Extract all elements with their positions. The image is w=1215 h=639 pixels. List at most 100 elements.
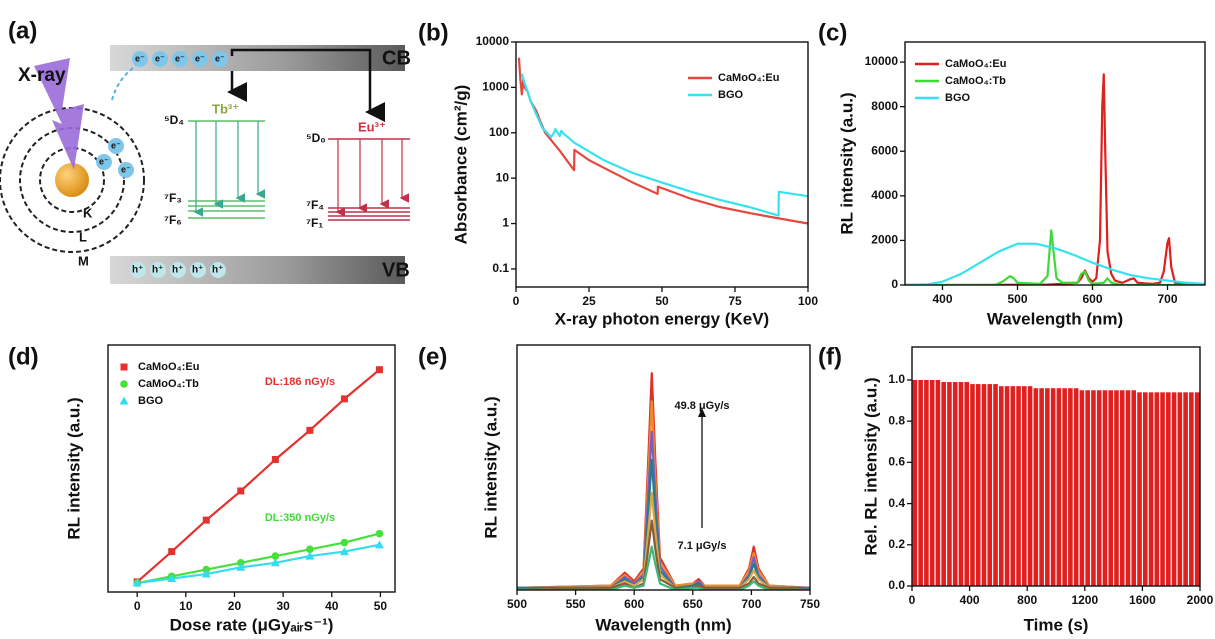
band-label: CB bbox=[382, 47, 411, 69]
ion-label: Eu³⁺ bbox=[358, 119, 386, 134]
panel-label: (d) bbox=[8, 343, 39, 370]
eu-level-labels: ⁵D₀ ⁷F₄ ⁷F₁ bbox=[306, 131, 326, 230]
x-tick-label: 25 bbox=[582, 294, 596, 308]
plot-area bbox=[912, 379, 1200, 586]
hole: h⁺ bbox=[212, 265, 223, 276]
pulse-bar bbox=[1125, 390, 1131, 586]
x-tick-label: 500 bbox=[1007, 292, 1027, 306]
panel-label: (a) bbox=[8, 17, 37, 44]
y-tick-label: 10000 bbox=[865, 54, 899, 68]
x-tick-label: 100 bbox=[798, 294, 818, 308]
data-point bbox=[168, 548, 176, 556]
plot-area bbox=[517, 57, 808, 225]
pulse-bar bbox=[1079, 390, 1085, 586]
y-axis-label: RL intensity (a.u.) bbox=[837, 92, 856, 234]
x-tick-label: 700 bbox=[741, 597, 761, 611]
panel-label: (b) bbox=[418, 19, 449, 46]
data-point bbox=[271, 552, 280, 560]
panel-label: (c) bbox=[818, 19, 847, 46]
x-tick-label: 750 bbox=[800, 597, 820, 611]
eu-levels bbox=[328, 138, 410, 221]
x-axis-label: X-ray photon energy (KeV) bbox=[555, 309, 769, 328]
data-point bbox=[270, 558, 280, 567]
y-tick-label: 2000 bbox=[871, 233, 898, 247]
pulse-bar bbox=[1108, 390, 1114, 586]
plot-area bbox=[905, 73, 1205, 285]
pulse-bar bbox=[1004, 386, 1010, 586]
series-line bbox=[905, 73, 1205, 285]
plot-frame bbox=[107, 344, 396, 593]
pulse-bar bbox=[1062, 388, 1067, 586]
x-tick-label: 500 bbox=[507, 597, 527, 611]
x-tick-label: 400 bbox=[932, 292, 952, 306]
pulse-bar bbox=[1027, 386, 1033, 586]
chart-panel: (c) Wavelength (nm) RL intensity (a.u.) 400… bbox=[818, 19, 1206, 328]
y-tick-label: 0.8 bbox=[888, 413, 905, 427]
pulse-bar bbox=[941, 382, 946, 586]
pulse-bar bbox=[958, 382, 964, 586]
shell-label: K bbox=[83, 205, 93, 220]
data-point bbox=[374, 540, 384, 549]
pulse-bar bbox=[1039, 388, 1044, 586]
data-point bbox=[305, 551, 315, 560]
shell-label: M bbox=[78, 253, 89, 268]
chart-panel: (d) Dose rate (μGyₐᵢᵣs⁻¹) RL intensity (a.… bbox=[8, 343, 396, 634]
pulse-bar bbox=[1142, 392, 1148, 586]
x-tick-label: 0 bbox=[134, 599, 141, 613]
data-point bbox=[306, 426, 314, 434]
data-point bbox=[375, 366, 383, 374]
eu-transitions bbox=[335, 139, 410, 217]
series-line bbox=[520, 73, 808, 217]
pulse-bar bbox=[998, 386, 1004, 586]
hole: h⁺ bbox=[192, 265, 203, 276]
x-tick-label: 40 bbox=[325, 599, 339, 613]
pulse-bar bbox=[947, 382, 952, 586]
x-tick-label: 600 bbox=[1082, 292, 1102, 306]
level-label: ⁵D₄ bbox=[164, 113, 184, 127]
legend-label: CaMoO₄:Eu bbox=[138, 361, 199, 373]
y-tick-label: 0 bbox=[891, 277, 898, 291]
data-point bbox=[306, 545, 314, 554]
tb-level-labels: ⁵D₄ ⁷F₃ ⁷F₆ bbox=[164, 113, 184, 227]
x-tick-label: 2000 bbox=[1187, 593, 1214, 607]
escape-path bbox=[111, 65, 137, 101]
data-point bbox=[202, 516, 210, 524]
y-tick-label: 1000 bbox=[482, 80, 509, 94]
annotation: 49.8 μGy/s bbox=[674, 400, 729, 412]
y-tick-label: 0.6 bbox=[888, 455, 905, 469]
pulse-bar bbox=[1016, 386, 1021, 586]
pulse-bar bbox=[1091, 390, 1096, 586]
electron: e⁻ bbox=[135, 53, 145, 63]
pulse-bar bbox=[1056, 388, 1062, 586]
pulse-bar bbox=[981, 384, 987, 586]
y-tick-label: 0.0 bbox=[888, 578, 905, 592]
y-tick-label: 6000 bbox=[871, 143, 898, 157]
pulse-bar bbox=[1166, 392, 1171, 586]
tb-levels bbox=[188, 120, 265, 219]
panel-label: (e) bbox=[418, 343, 447, 370]
level-label: ⁷F₆ bbox=[164, 213, 182, 227]
y-axis-label: RL intensity (a.u.) bbox=[481, 396, 500, 538]
series-line bbox=[517, 400, 810, 589]
pulse-bar bbox=[1183, 392, 1188, 586]
x-axis-label: Wavelength (nm) bbox=[595, 615, 731, 634]
pulse-bar bbox=[1119, 390, 1125, 586]
x-tick-label: 10 bbox=[179, 599, 193, 613]
x-tick-label: 400 bbox=[960, 593, 980, 607]
pulse-bar bbox=[1131, 390, 1137, 586]
y-tick-label: 1 bbox=[502, 216, 509, 230]
legend-label: BGO bbox=[945, 92, 971, 104]
level-label: ⁵D₀ bbox=[306, 131, 326, 145]
data-point bbox=[271, 456, 279, 464]
x-tick-label: 1600 bbox=[1129, 593, 1156, 607]
ion-label: Tb³⁺ bbox=[212, 101, 239, 116]
pulse-bar bbox=[993, 384, 998, 586]
panel-label: (f) bbox=[818, 343, 842, 370]
plot-area bbox=[136, 368, 381, 585]
x-tick-label: 600 bbox=[624, 597, 644, 611]
x-tick-label: 0 bbox=[909, 593, 916, 607]
hole: h⁺ bbox=[172, 265, 183, 276]
x-tick-label: 1200 bbox=[1071, 593, 1098, 607]
annotation: 7.1 μGy/s bbox=[678, 540, 727, 552]
x-tick-label: 50 bbox=[374, 599, 388, 613]
